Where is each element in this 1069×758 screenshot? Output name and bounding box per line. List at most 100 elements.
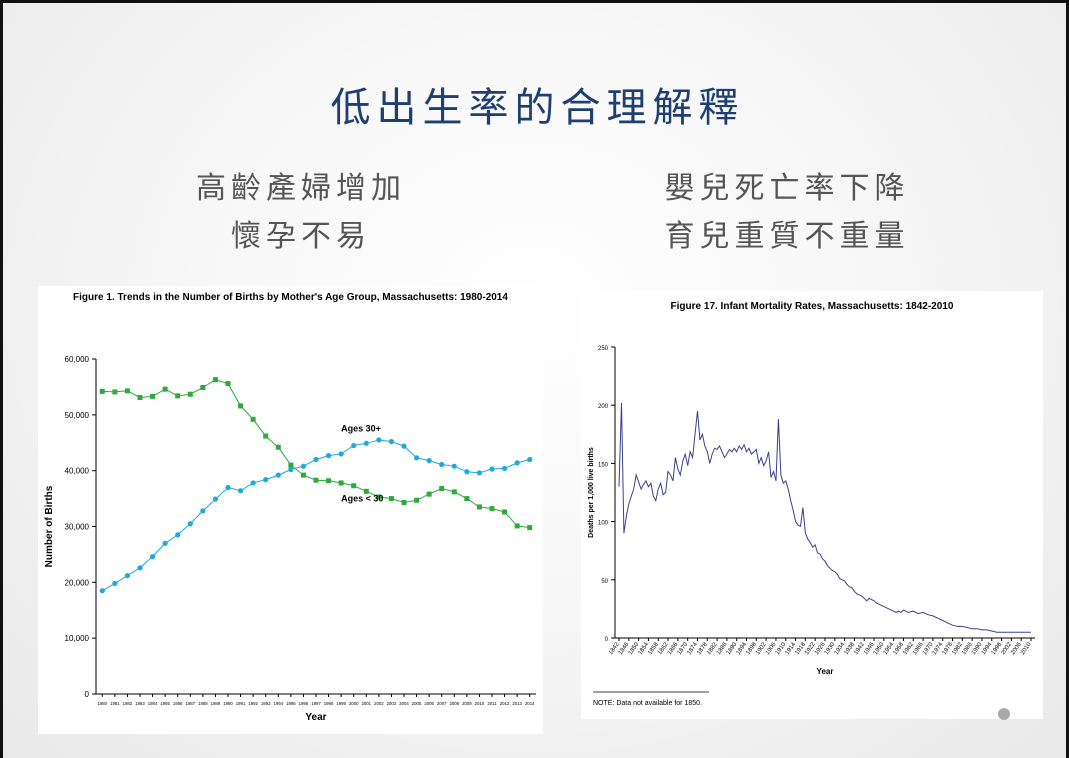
- ages-under-30-point: [401, 499, 407, 505]
- ages-30-plus-point: [187, 521, 193, 527]
- ages-under-30-point: [250, 416, 256, 422]
- ages-under-30-point: [225, 381, 231, 387]
- ages-30-plus-point: [200, 508, 206, 514]
- ages-30-plus-point: [388, 439, 395, 445]
- ages-30-plus-point: [476, 470, 483, 476]
- y-tick-label: 50,000: [65, 411, 90, 420]
- ages-30-plus-point: [162, 540, 168, 546]
- x-tick-label: 2012: [500, 701, 510, 706]
- births-chart-panel: Figure 1. Trends in the Number of Births…: [38, 286, 543, 734]
- x-tick-label: 2003: [387, 701, 397, 706]
- ages-30-plus-point: [351, 442, 357, 449]
- x-axis-label: Year: [305, 712, 326, 723]
- mortality-chart: 0501001502002501842184618501854185818621…: [588, 346, 1035, 707]
- ages-under-30-point: [288, 462, 294, 468]
- ages-under-30-point: [439, 486, 445, 492]
- x-tick-label: 2009: [462, 701, 472, 706]
- x-tick-label: 1988: [198, 701, 208, 706]
- x-tick-label: 1996: [299, 701, 309, 706]
- ages-under-30-point: [162, 386, 168, 392]
- ages-under-30-point: [150, 393, 156, 399]
- slide-bullet-dot: [998, 708, 1010, 720]
- x-tick-label: 1987: [186, 701, 196, 706]
- ages-under-30-point: [426, 491, 432, 497]
- x-tick-label: 1995: [286, 701, 296, 706]
- x-tick-label: 2005: [412, 701, 422, 706]
- ages-under-30-point: [363, 488, 369, 494]
- x-tick-label: 2010: [475, 701, 485, 706]
- ages-under-30-point: [200, 384, 206, 390]
- y-tick-label: 0: [85, 690, 90, 699]
- ages-30-plus-point: [300, 463, 307, 469]
- ages-30-plus-point: [99, 588, 105, 594]
- ages-30-plus-point: [489, 466, 495, 472]
- ages-30-plus-point: [426, 458, 432, 464]
- x-tick-label: 1983: [135, 701, 145, 706]
- x-tick-label: 2014: [525, 701, 535, 706]
- ages-under-30-point: [275, 444, 281, 450]
- y-axis-label: Deaths per 1,000 live births: [588, 447, 595, 538]
- ages-under-30-point: [175, 393, 181, 399]
- ages-30-plus-point: [124, 573, 131, 579]
- right-point-1: 嬰兒死亡率下降: [664, 171, 910, 206]
- x-tick-label: 2002: [374, 701, 384, 706]
- x-tick-label: 1993: [261, 701, 271, 706]
- ages-under-30-point: [351, 483, 357, 489]
- ages-under-30-point: [527, 525, 533, 531]
- ages-under-30-point: [124, 388, 130, 394]
- ages-30-plus-label: Ages 30+: [341, 424, 381, 434]
- ages-30-plus-point: [212, 496, 219, 502]
- y-tick-label: 20,000: [65, 578, 90, 587]
- x-tick-label: 1998: [324, 701, 334, 706]
- ages-30-plus-point: [112, 580, 118, 587]
- x-tick-label: 2010: [1020, 641, 1033, 656]
- ages-under-30-point: [451, 489, 457, 495]
- x-tick-label: 1984: [148, 701, 158, 706]
- ages-30-plus-point: [263, 477, 269, 483]
- x-tick-label: 1982: [123, 701, 133, 706]
- ages-under-30-line: [102, 379, 530, 529]
- x-tick-label: 1986: [173, 701, 183, 706]
- ages-under-30-point: [326, 478, 332, 484]
- ages-30-plus-point: [175, 532, 181, 538]
- births-chart-title: Figure 1. Trends in the Number of Births…: [73, 292, 508, 303]
- ages-under-30-point: [338, 480, 344, 486]
- x-tick-label: 1991: [236, 701, 246, 706]
- ages-under-30-point: [238, 403, 244, 409]
- ages-30-plus-point: [325, 452, 332, 459]
- ages-30-plus-point: [275, 472, 281, 478]
- ages-under-30-point: [376, 494, 382, 500]
- ages-30-plus-point: [225, 484, 231, 491]
- ages-under-30-point: [464, 496, 470, 502]
- ages-under-30-point: [388, 496, 394, 502]
- ages-30-plus-point: [250, 480, 256, 486]
- mortality-chart-title: Figure 17. Infant Mortality Rates, Massa…: [670, 301, 954, 312]
- infant-mortality-line: [618, 402, 1031, 633]
- ages-30-plus-point: [514, 460, 520, 466]
- ages-under-30-point: [187, 391, 193, 397]
- ages-under-30-label: Ages < 30: [341, 493, 383, 503]
- ages-30-plus-point: [288, 466, 294, 473]
- ages-under-30-point: [414, 497, 420, 503]
- x-tick-label: 1999: [336, 701, 346, 706]
- ages-under-30-point: [137, 395, 143, 401]
- ages-30-plus-point: [237, 488, 244, 494]
- y-tick-label: 100: [598, 521, 609, 527]
- ages-under-30-point: [502, 509, 508, 515]
- x-tick-label: 1992: [248, 701, 258, 706]
- x-tick-label: 1985: [160, 701, 170, 706]
- x-tick-label: 2011: [487, 701, 497, 706]
- x-tick-label: 2006: [424, 701, 434, 706]
- ages-under-30-point: [212, 377, 218, 383]
- x-tick-label: 1980: [98, 701, 108, 706]
- births-chart: 0 10,000 20,000 30,000 40,000 50,000 60,000 198…: [44, 355, 536, 723]
- x-tick-label: 2013: [512, 701, 522, 706]
- ages-under-30-point: [514, 523, 520, 529]
- x-tick-label: 2001: [362, 701, 372, 706]
- x-tick-label: 2000: [349, 701, 359, 706]
- ages-30-plus-point: [451, 463, 457, 469]
- ages-under-30-point: [476, 504, 482, 510]
- ages-30-plus-point: [464, 469, 470, 475]
- y-tick-label: 10,000: [65, 634, 90, 643]
- ages-30-plus-point: [363, 440, 369, 446]
